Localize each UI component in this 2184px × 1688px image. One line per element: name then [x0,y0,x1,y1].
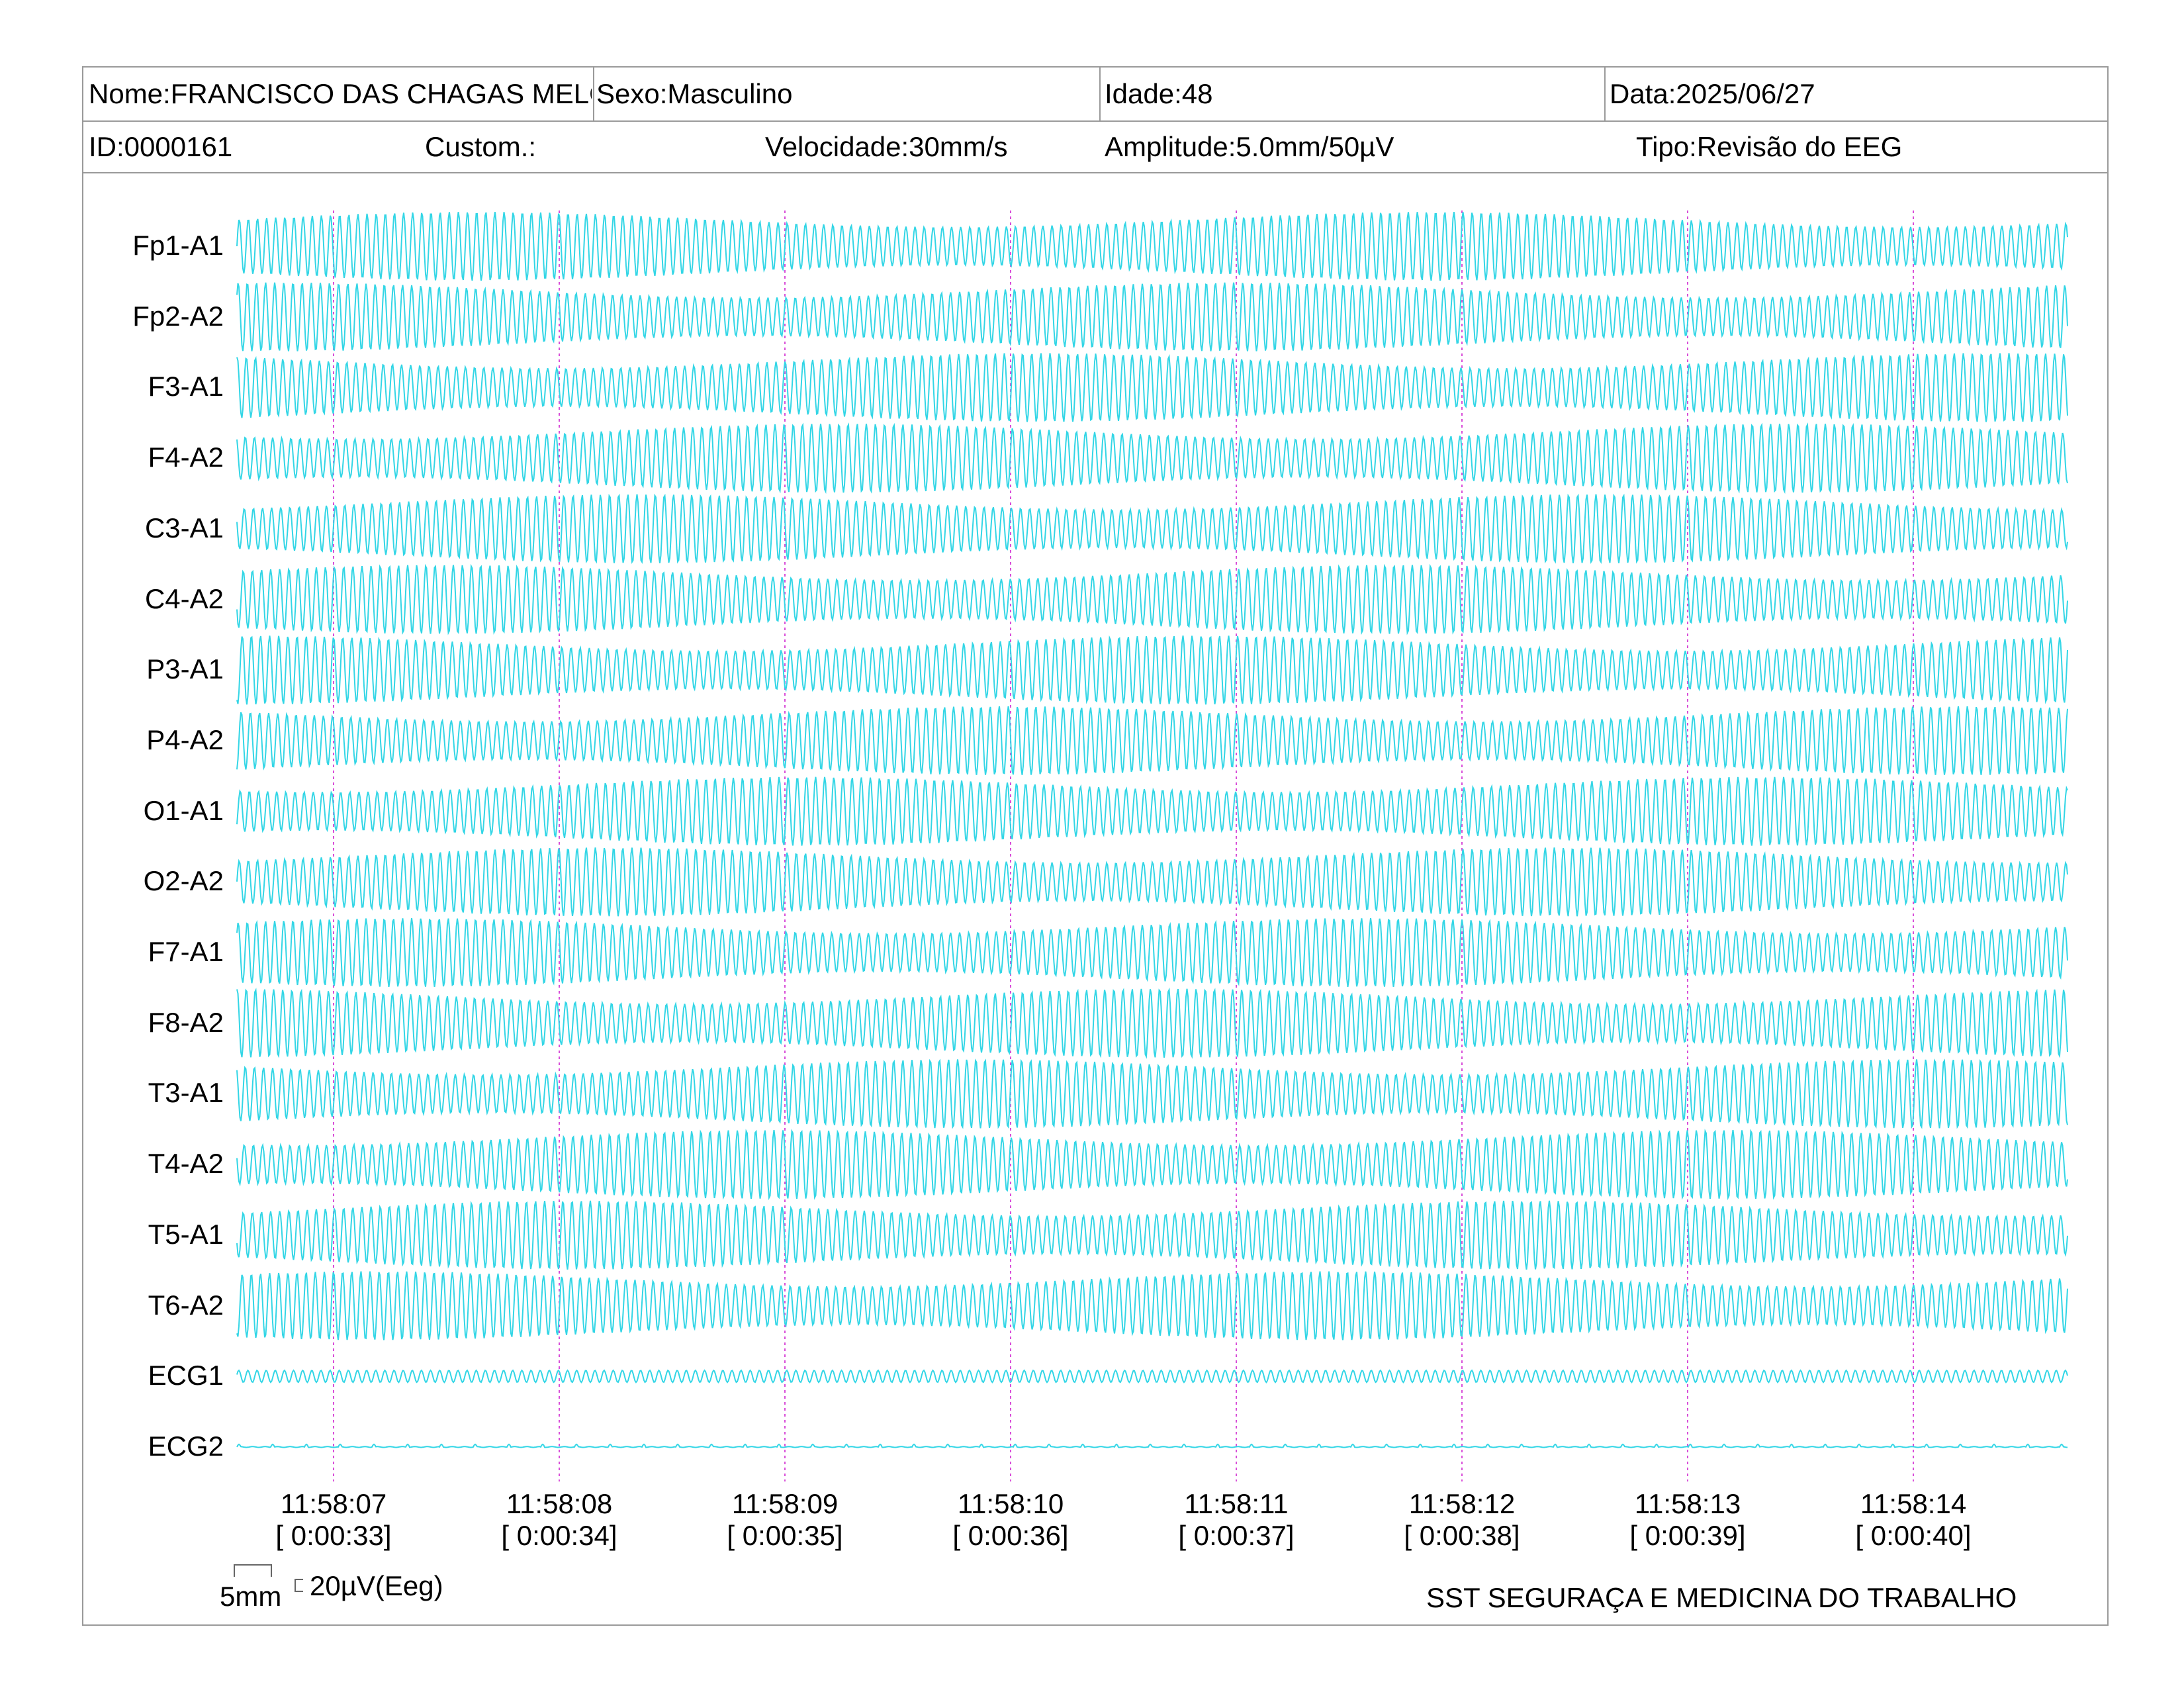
elapsed-time: [ 0:00:34] [501,1520,617,1551]
elapsed-time: [ 0:00:37] [1178,1520,1295,1551]
header-divider [1099,68,1101,122]
time-marker-label: 11:58:11[ 0:00:37] [1157,1488,1316,1552]
header-row-settings: ID:0000161 Custom.: Velocidade:30mm/s Am… [83,122,2107,173]
elapsed-time: [ 0:00:35] [727,1520,843,1551]
channel-label: F4-A2 [148,442,224,473]
elapsed-time: [ 0:00:39] [1629,1520,1746,1551]
channel-trace [236,1058,2068,1129]
clock-time: 11:58:13 [1634,1488,1741,1519]
channel-trace [236,1369,2068,1383]
custom-field: Custom.: [425,131,537,162]
clock-time: 11:58:09 [731,1488,839,1519]
exam-type: Tipo:Revisão do EEG [1636,131,1903,162]
channel-label: T3-A1 [148,1077,224,1109]
channel-label: O2-A2 [143,865,224,897]
patient-id: ID:0000161 [89,131,233,162]
speed-setting: Velocidade:30mm/s [765,131,1008,162]
channel-trace [236,563,2068,635]
header-divider [593,68,594,122]
channel-label: O1-A1 [143,794,224,826]
clock-time: 11:58:12 [1408,1488,1516,1519]
channel-label: Fp1-A1 [132,230,224,261]
channel-trace [236,987,2068,1059]
channel-trace [236,1129,2068,1201]
scale-bar-icon [234,1564,303,1592]
elapsed-time: [ 0:00:36] [952,1520,1069,1551]
clock-time: 11:58:10 [957,1488,1064,1519]
clock-time: 11:58:14 [1860,1488,1967,1519]
organization-name: SST SEGURAÇA E MEDICINA DO TRABALHO [1426,1582,2017,1613]
channel-label: T4-A2 [148,1148,224,1180]
time-marker-label: 11:58:07[ 0:00:33] [254,1488,413,1552]
channel-label: C3-A1 [144,512,224,543]
time-marker-label: 11:58:08[ 0:00:34] [480,1488,639,1552]
channel-label: ECG2 [148,1430,224,1462]
channel-trace [236,917,2068,988]
channel-label: Fp2-A2 [132,300,224,332]
patient-age: Idade:48 [1105,78,1213,109]
clock-time: 11:58:11 [1184,1488,1289,1519]
header-row-patient: Nome:FRANCISCO DAS CHAGAS MELO Sexo:Masc… [83,68,2107,122]
time-marker-label: 11:58:13[ 0:00:39] [1608,1488,1767,1552]
channel-trace [236,212,2068,281]
channel-trace [236,1443,2068,1448]
channel-trace [236,493,2068,565]
channel-label: P4-A2 [146,724,224,755]
channel-label: C4-A2 [144,583,224,614]
time-marker-label: 11:58:12[ 0:00:38] [1383,1488,1541,1552]
channel-trace [236,1200,2068,1270]
time-marker-label: 11:58:14[ 0:00:40] [1834,1488,1993,1552]
channel-label: F8-A2 [148,1006,224,1038]
elapsed-time: [ 0:00:38] [1404,1520,1520,1551]
clock-time: 11:58:07 [280,1488,387,1519]
time-marker-label: 11:58:10[ 0:00:36] [931,1488,1090,1552]
channel-label: F7-A1 [148,936,224,967]
channel-trace [236,847,2068,917]
patient-sex: Sexo:Masculino [596,68,1099,120]
amplitude-setting: Amplitude:5.0mm/50µV [1105,131,1394,162]
channel-label: P3-A1 [146,653,224,685]
channel-trace [236,776,2068,846]
exam-date: Data:2025/06/27 [1610,78,1815,109]
channel-label: ECG1 [148,1360,224,1391]
channel-label: T5-A1 [148,1218,224,1250]
channel-trace [236,1271,2068,1340]
channel-trace [236,706,2068,775]
scale-amplitude-label: 20µV(Eeg) [310,1570,443,1601]
channel-trace [236,635,2068,705]
scale-time-label: 5mm [220,1581,282,1612]
time-marker-label: 11:58:09[ 0:00:35] [705,1488,864,1552]
channel-label: T6-A2 [148,1289,224,1321]
channel-trace [236,353,2068,422]
channel-trace [236,282,2068,352]
channel-trace [236,422,2068,494]
elapsed-time: [ 0:00:33] [275,1520,392,1551]
patient-name: Nome:FRANCISCO DAS CHAGAS MELO [89,78,592,109]
channel-label: F3-A1 [148,371,224,402]
header-divider [1604,68,1606,122]
report-frame: Nome:FRANCISCO DAS CHAGAS MELO Sexo:Masc… [82,66,2109,1626]
elapsed-time: [ 0:00:40] [1855,1520,1972,1551]
clock-time: 11:58:08 [506,1488,613,1519]
